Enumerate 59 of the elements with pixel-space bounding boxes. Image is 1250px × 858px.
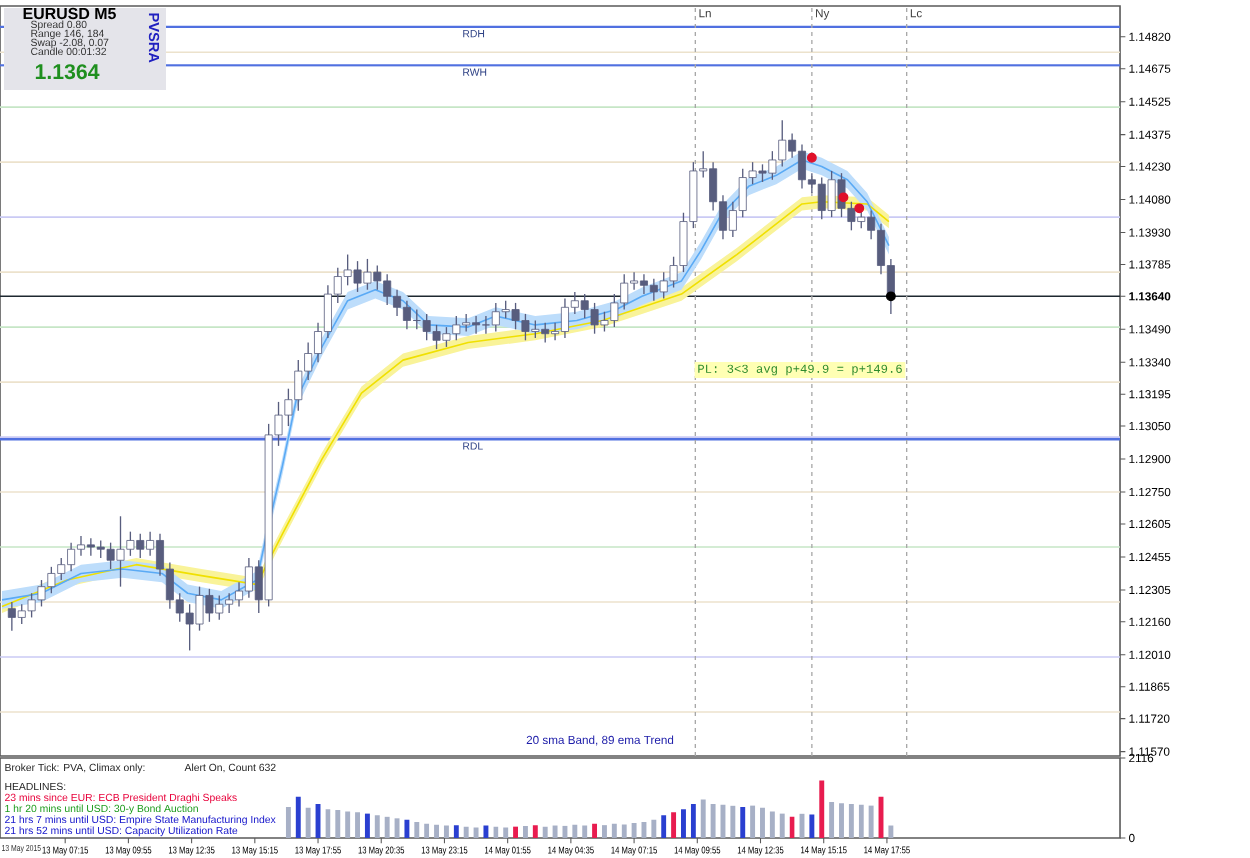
bar [394,818,400,838]
bar [700,799,706,838]
bar [295,796,301,838]
point [854,203,865,214]
bar [364,813,370,838]
bar [345,811,351,838]
bar [414,822,420,838]
bar [552,825,558,838]
bar [592,823,598,838]
bar [858,804,864,838]
bar [611,823,617,838]
bar [750,805,756,838]
bar [829,802,835,838]
bar [522,825,528,838]
point [806,152,817,163]
bar [335,810,341,838]
bar [542,826,548,838]
bar [868,805,874,838]
point [885,291,896,302]
bar [848,803,854,838]
bar [443,825,449,838]
bar [463,826,469,838]
bar [819,780,825,838]
point [838,192,849,203]
bar [305,807,311,838]
bar [621,824,627,838]
bar [681,809,686,838]
bar [404,819,410,838]
bar [730,805,736,838]
bar [631,822,637,838]
bar [769,811,775,838]
bar [572,824,578,838]
bar [710,803,716,838]
bar [473,827,479,838]
annotation: 1.1364 [35,64,100,80]
bar [374,815,380,838]
bar [888,825,894,838]
bar [453,825,459,838]
bar [740,807,746,838]
bar [779,813,785,838]
bar [839,803,844,838]
bar [601,825,607,838]
bar [760,807,765,838]
bar [661,815,667,838]
bar [651,819,657,838]
bar [503,827,509,838]
bar [809,814,815,838]
bar [355,812,360,838]
bar [532,825,538,838]
bar [582,825,588,838]
bar [513,826,519,838]
bar [690,803,696,838]
bar [285,807,291,838]
bar [384,816,390,838]
bar [483,825,489,838]
bar [424,823,430,838]
bar [671,812,677,838]
bar [434,824,440,838]
bar [562,825,568,838]
